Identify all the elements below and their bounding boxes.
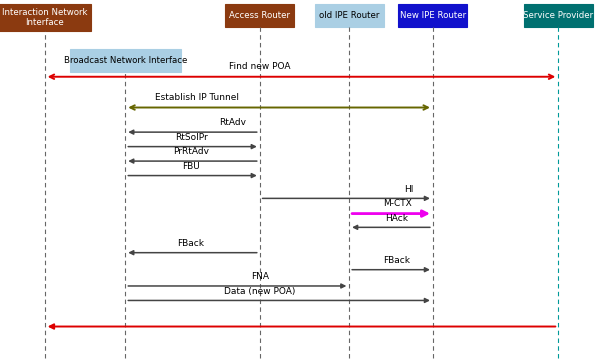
- Text: Find new POA: Find new POA: [229, 62, 291, 71]
- Text: FBack: FBack: [383, 256, 411, 265]
- FancyBboxPatch shape: [70, 49, 180, 72]
- FancyBboxPatch shape: [315, 4, 383, 27]
- FancyBboxPatch shape: [0, 4, 91, 31]
- Text: FBU: FBU: [182, 162, 200, 171]
- Text: old IPE Router: old IPE Router: [319, 11, 380, 20]
- Text: HAck: HAck: [386, 214, 408, 223]
- Text: HI: HI: [404, 185, 414, 194]
- Text: Broadcast Network Interface: Broadcast Network Interface: [64, 56, 187, 65]
- FancyBboxPatch shape: [524, 4, 592, 27]
- Text: Interaction Network
Interface: Interaction Network Interface: [2, 8, 88, 26]
- FancyBboxPatch shape: [399, 4, 467, 27]
- Text: Data (new POA): Data (new POA): [224, 287, 296, 296]
- Text: M-CTX: M-CTX: [383, 199, 411, 208]
- Text: Establish IP Tunnel: Establish IP Tunnel: [155, 93, 239, 102]
- Text: New IPE Router: New IPE Router: [400, 11, 466, 20]
- Text: FBack: FBack: [177, 239, 205, 248]
- Text: FNA: FNA: [251, 272, 269, 281]
- Text: Service Provider: Service Provider: [523, 11, 593, 20]
- Text: RtAdv: RtAdv: [219, 118, 247, 127]
- Text: PrRtAdv: PrRtAdv: [173, 147, 209, 156]
- FancyBboxPatch shape: [226, 4, 294, 27]
- Text: RtSolPr: RtSolPr: [175, 133, 207, 142]
- Text: Access Router: Access Router: [229, 11, 290, 20]
